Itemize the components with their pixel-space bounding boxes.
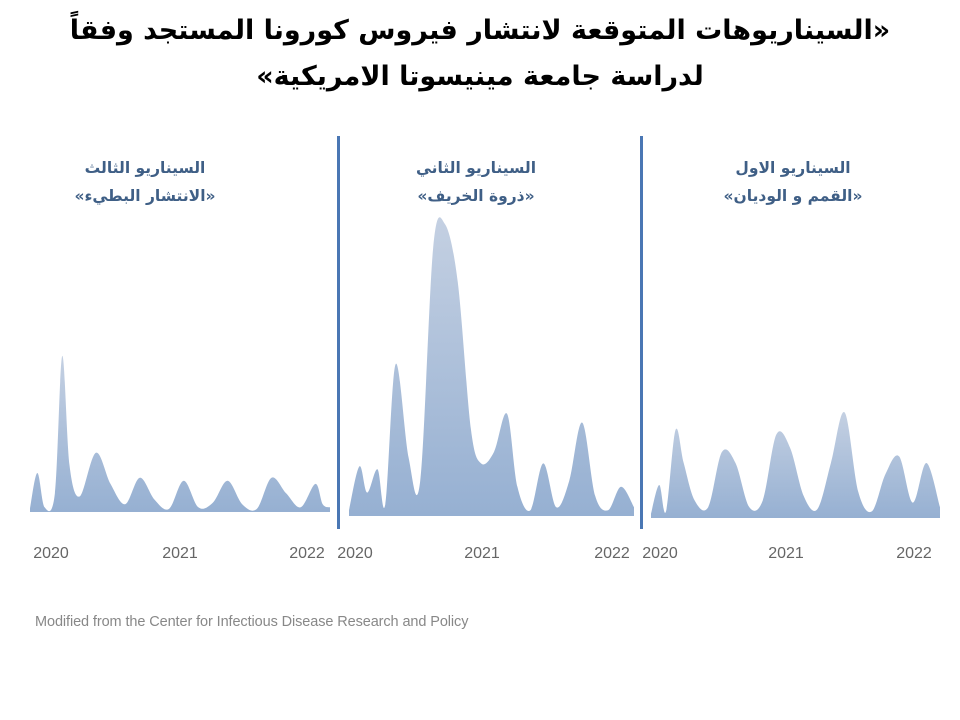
slide-title-line-2: لدراسة جامعة مينيسوتا الامريكية» <box>256 61 704 92</box>
x-tick-label: 2020 <box>642 545 678 562</box>
slide-title-line-1: «السيناريوهات المتوقعة لانتشار فيروس كور… <box>69 15 891 46</box>
x-tick-label: 2020 <box>337 545 373 562</box>
x-tick-label: 2022 <box>594 545 630 562</box>
x-tick-label: 2021 <box>464 545 500 562</box>
panel-title-scenario-1: السيناريو الاول «القمم و الوديان» <box>683 154 903 210</box>
area-series-scenario-1 <box>651 411 940 518</box>
panel-title-scenario-3-line-1: السيناريو الثالث <box>84 159 206 177</box>
source-note: Modified from the Center for Infectious … <box>35 614 469 630</box>
panel-title-scenario-3: السيناريو الثالث «الانتشار البطيء» <box>35 154 255 210</box>
panel-title-scenario-3-line-2: «الانتشار البطيء» <box>74 187 216 205</box>
slide-title: «السيناريوهات المتوقعة لانتشار فيروس كور… <box>20 8 940 100</box>
area-series-scenario-3 <box>30 355 330 512</box>
x-tick-label: 2022 <box>896 545 932 562</box>
panel-title-scenario-1-line-1: السيناريو الاول <box>735 159 851 177</box>
panel-title-scenario-1-line-2: «القمم و الوديان» <box>723 187 863 205</box>
x-tick-label: 2020 <box>33 545 69 562</box>
panel-title-scenario-2-line-2: «ذروة الخريف» <box>417 187 535 205</box>
panel-separator <box>337 136 340 529</box>
x-tick-label: 2021 <box>768 545 804 562</box>
panel-title-scenario-2: السيناريو الثاني «ذروة الخريف» <box>366 154 586 210</box>
area-series-scenario-2 <box>349 217 634 516</box>
x-tick-label: 2021 <box>162 545 198 562</box>
x-tick-label: 2022 <box>289 545 325 562</box>
panel-title-scenario-2-line-1: السيناريو الثاني <box>415 159 537 177</box>
panel-separator <box>640 136 643 529</box>
